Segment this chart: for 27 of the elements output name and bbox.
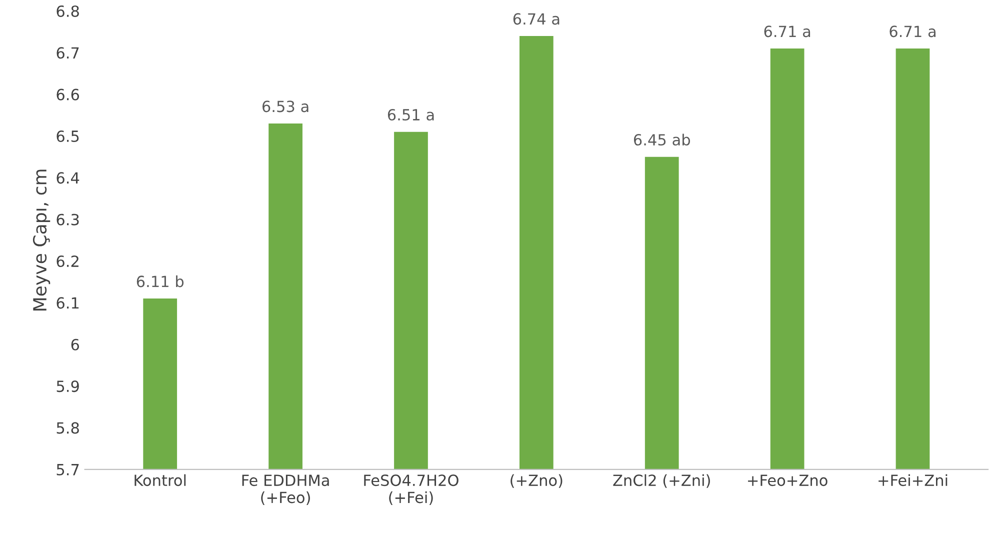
data-label: 6.71 a (890, 26, 936, 38)
data-label: 6.11 b (136, 275, 184, 288)
x-tick-label: (+Zno) (510, 474, 562, 488)
y-tick-label: 5.8 (56, 422, 79, 434)
x-tick-label: FeSO4.7H2O (+Fei) (364, 474, 458, 505)
y-tick-label: 6.3 (56, 214, 79, 226)
y-tick-label: 6 (71, 338, 80, 350)
x-tick-label: +Feo+Zno (748, 474, 828, 486)
y-tick-label: 6.6 (56, 88, 80, 100)
x-tick-label: Kontrol (134, 474, 186, 486)
x-tick-label: +Fei+Zni (878, 474, 948, 486)
x-tick-label: ZnCl2 (+Zni) (613, 474, 710, 488)
data-label: 6.51 a (388, 108, 434, 121)
y-tick-label: 6.7 (56, 47, 79, 59)
y-tick-label: 6.8 (56, 5, 79, 17)
y-tick-label: 6.5 (56, 130, 79, 142)
y-axis-title: Meyve Çapı, cm (32, 170, 50, 310)
x-tick-label: Fe EDDHMa (+Feo) (242, 474, 329, 505)
y-tick-label: 6.2 (56, 255, 78, 268)
y-tick-label: 6.1 (56, 297, 79, 309)
data-label: 6.71 a (764, 26, 810, 38)
y-tick-label: 5.7 (56, 464, 79, 476)
y-tick-label: 5.9 (56, 380, 79, 392)
data-label: 6.53 a (262, 100, 308, 112)
y-tick-label: 6.4 (56, 172, 80, 184)
data-label: 6.45 ab (634, 134, 690, 146)
data-label: 6.74 a (513, 13, 560, 25)
